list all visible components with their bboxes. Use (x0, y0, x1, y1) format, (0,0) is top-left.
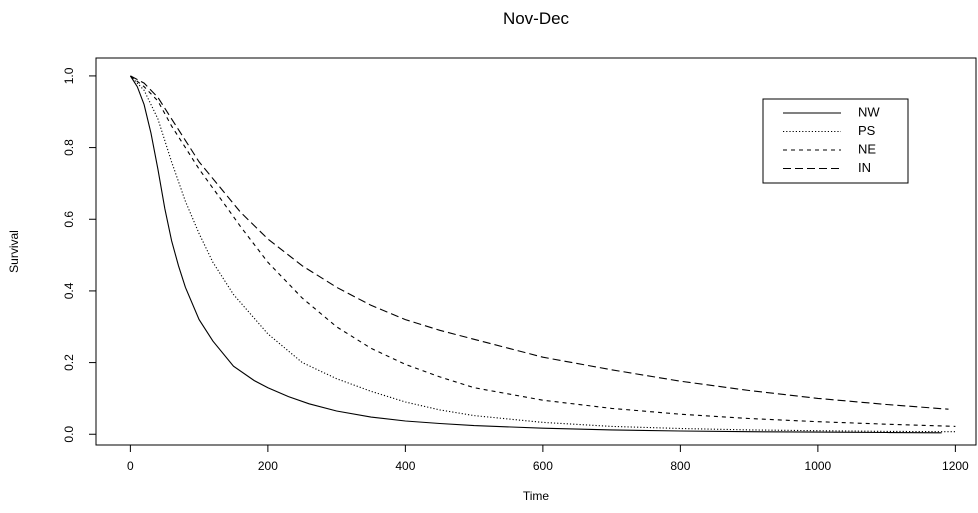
y-axis-label: Survival (7, 230, 21, 273)
legend-label-ne: NE (858, 141, 876, 156)
y-tick-label: 0.2 (62, 354, 76, 371)
y-axis: 0.0 0.2 0.4 0.6 0.8 1.0 (62, 67, 96, 443)
y-tick-label: 0.6 (62, 211, 76, 228)
x-axis: 0 200 400 600 800 1000 1200 (127, 445, 969, 473)
legend-box (762, 98, 909, 184)
x-tick-label: 200 (258, 459, 278, 473)
x-tick-label: 0 (127, 459, 134, 473)
series-line-ps (130, 75, 956, 433)
legend-label-in: IN (858, 160, 871, 175)
series-line-nw (129, 75, 942, 434)
x-tick-label: 800 (670, 459, 690, 473)
legend-label-nw: NW (858, 104, 880, 119)
y-tick-label: 0.8 (62, 139, 76, 156)
series-line-ne (130, 75, 956, 427)
plot-frame (95, 57, 977, 446)
y-tick-label: 1.0 (62, 67, 76, 84)
chart-title: Nov-Dec (503, 9, 570, 28)
y-tick-label: 0.4 (62, 282, 76, 299)
x-axis-label: Time (523, 489, 550, 503)
legend: NW PS NE IN (762, 98, 909, 184)
series-line-in (130, 75, 949, 410)
x-tick-label: 1000 (805, 459, 832, 473)
series-lines (129, 75, 956, 434)
legend-label-ps: PS (858, 123, 876, 138)
x-tick-label: 600 (533, 459, 553, 473)
x-tick-label: 400 (395, 459, 415, 473)
y-tick-label: 0.0 (62, 426, 76, 443)
x-tick-label: 1200 (942, 459, 969, 473)
